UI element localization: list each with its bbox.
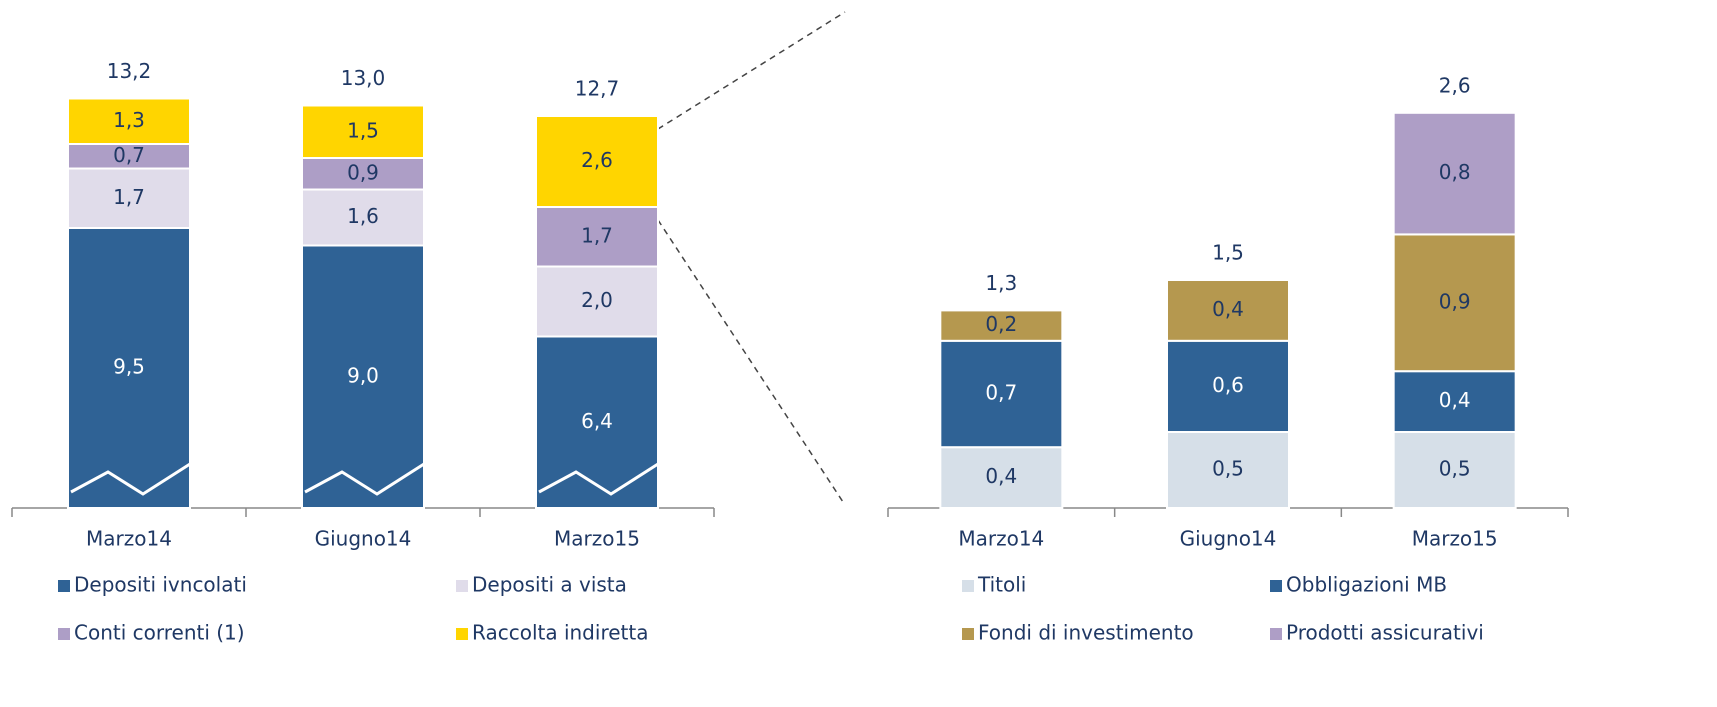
x-tick-label: Giugno14 [1180, 527, 1277, 551]
bar-segment [301, 104, 425, 159]
value-label: 0,4 [1439, 388, 1471, 412]
total-label: 1,3 [985, 271, 1017, 295]
value-label: 2,0 [581, 288, 613, 312]
value-label: 0,5 [1439, 457, 1471, 481]
legend-swatch [1270, 580, 1282, 592]
bar-segment [67, 143, 191, 170]
axis-break [70, 462, 191, 496]
bar-segment [535, 335, 659, 509]
bar-segment [939, 309, 1064, 342]
legend-label: Prodotti assicurativi [1286, 621, 1484, 645]
value-label: 1,7 [581, 223, 613, 247]
x-tick-label: Marzo15 [1412, 527, 1498, 551]
bar-segment [67, 167, 191, 229]
value-label: 6,4 [581, 409, 613, 433]
bar-segment [1166, 279, 1290, 342]
value-label: 0,8 [1439, 160, 1471, 184]
legend-label: Depositi ivncolati [74, 573, 247, 597]
bar-segment [1392, 111, 1517, 236]
x-tick-label: Marzo14 [958, 527, 1044, 551]
bar-segment [67, 97, 191, 145]
x-tick-label: Giugno14 [315, 527, 412, 551]
value-label: 1,5 [347, 118, 379, 142]
value-label: 0,9 [347, 160, 379, 184]
bar-segment [535, 206, 659, 268]
value-label: 0,2 [985, 312, 1017, 336]
value-label: 1,3 [113, 108, 145, 132]
legend-swatch [962, 580, 974, 592]
bar-segment [939, 339, 1064, 449]
value-label: 0,7 [113, 143, 145, 167]
x-tick-label: Marzo15 [554, 527, 640, 551]
value-label: 2,6 [581, 148, 613, 172]
bar-segment [939, 446, 1064, 510]
total-label: 1,5 [1212, 241, 1244, 265]
zoom-line [657, 11, 846, 130]
bar-segment [301, 157, 425, 191]
x-tick-label: Marzo14 [86, 527, 172, 551]
value-label: 1,7 [113, 185, 145, 209]
legend-swatch [58, 580, 70, 592]
legend-label: Raccolta indiretta [472, 621, 648, 645]
value-label: 0,5 [1212, 457, 1244, 481]
total-label: 12,7 [575, 77, 620, 101]
value-label: 0,7 [985, 381, 1017, 405]
legend-label: Conti correnti (1) [74, 621, 245, 645]
bar-segment [1392, 370, 1517, 434]
axis-break [538, 462, 659, 496]
bar-segment [1166, 431, 1290, 509]
total-label: 2,6 [1439, 73, 1471, 97]
value-label: 0,6 [1212, 373, 1244, 397]
zoom-line [657, 219, 846, 506]
value-label: 9,0 [347, 363, 379, 387]
bar-segment [301, 244, 425, 509]
legend-label: Titoli [977, 573, 1026, 597]
value-label: 9,5 [113, 355, 145, 379]
bar-segment [301, 188, 425, 247]
total-label: 13,2 [107, 59, 152, 83]
legend-swatch [1270, 628, 1282, 640]
bar-segment [535, 265, 659, 338]
bar-segment [1166, 339, 1290, 433]
legend-label: Obbligazioni MB [1286, 573, 1447, 597]
value-label: 1,6 [347, 204, 379, 228]
value-label: 0,4 [1212, 297, 1244, 321]
legend-swatch [58, 628, 70, 640]
total-label: 13,0 [341, 66, 386, 90]
bar-segment [67, 227, 191, 509]
value-label: 0,4 [985, 464, 1017, 488]
bar-segment [1392, 233, 1517, 373]
legend-label: Fondi di investimento [978, 621, 1194, 645]
axis-break [304, 462, 425, 496]
legend-swatch [456, 628, 468, 640]
legend-swatch [456, 580, 468, 592]
bar-segment [535, 115, 659, 208]
legend-label: Depositi a vista [472, 573, 627, 597]
legend-swatch [962, 628, 974, 640]
value-label: 0,9 [1439, 289, 1471, 313]
